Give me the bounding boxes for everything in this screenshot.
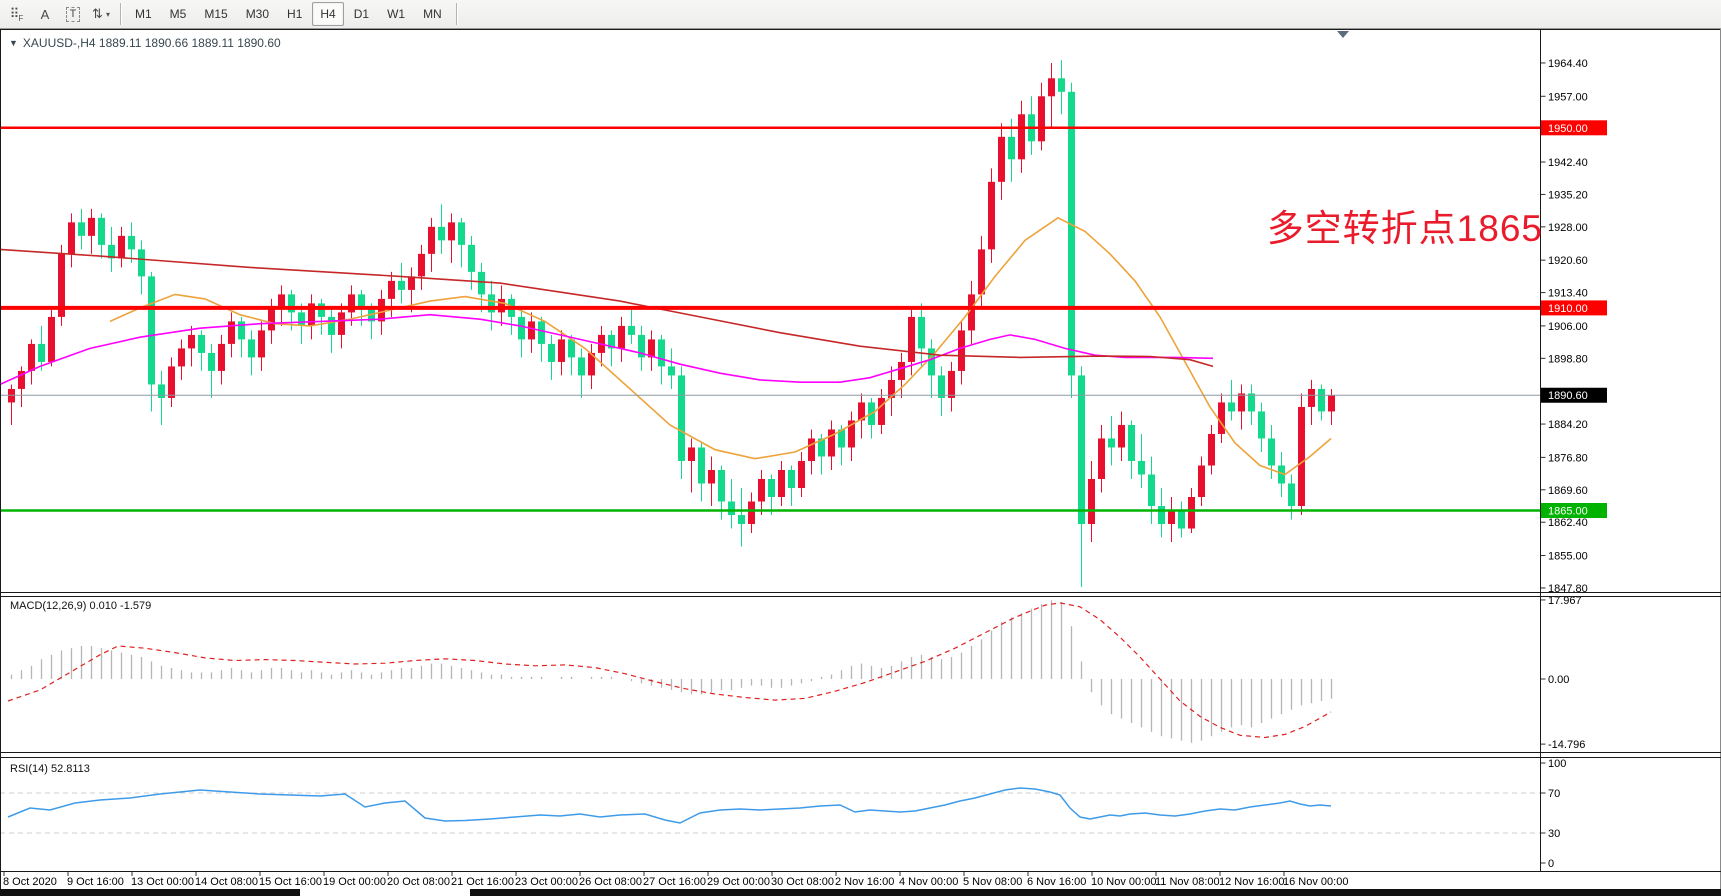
svg-text:1928.00: 1928.00 — [1548, 222, 1588, 234]
svg-text:6 Nov 16:00: 6 Nov 16:00 — [1027, 876, 1086, 888]
svg-text:30 Oct 08:00: 30 Oct 08:00 — [771, 876, 834, 888]
ma-mid-magenta — [0, 313, 1214, 386]
timeframe-button-h4[interactable]: H4 — [312, 2, 344, 26]
chart-text-annotation: 多空转折点1865 — [1266, 208, 1543, 249]
timeframe-button-m30[interactable]: M30 — [245, 7, 270, 21]
svg-text:19 Oct 00:00: 19 Oct 00:00 — [323, 876, 386, 888]
arrow-objects-icon[interactable]: ⇅ ▾ — [92, 6, 110, 21]
svg-text:12 Nov 16:00: 12 Nov 16:00 — [1219, 876, 1284, 888]
svg-text:1890.60: 1890.60 — [1548, 390, 1588, 402]
top-toolbar: ⠿ F A T ⇅ ▾ M1 M5 M15 M30 H1 H4 D1 W1 MN — [0, 0, 1721, 29]
svg-text:1920.60: 1920.60 — [1548, 255, 1588, 267]
chart-ohlc-header: ▼ XAUUSD-,H4 1889.11 1890.66 1889.11 1890… — [9, 36, 281, 50]
svg-text:9 Oct 16:00: 9 Oct 16:00 — [67, 876, 124, 888]
timeframe-button-mn[interactable]: MN — [423, 7, 442, 21]
toolbar-separator — [120, 3, 121, 25]
svg-text:8 Oct 2020: 8 Oct 2020 — [3, 876, 57, 888]
scroll-to-end-icon — [1337, 31, 1349, 38]
svg-text:1876.80: 1876.80 — [1548, 452, 1588, 464]
svg-text:1910.00: 1910.00 — [1548, 303, 1588, 315]
svg-text:4 Nov 00:00: 4 Nov 00:00 — [899, 876, 958, 888]
svg-text:1964.40: 1964.40 — [1548, 58, 1588, 70]
svg-text:1884.20: 1884.20 — [1548, 419, 1588, 431]
svg-text:1862.40: 1862.40 — [1548, 517, 1588, 529]
svg-text:1898.80: 1898.80 — [1548, 353, 1588, 365]
timeframe-button-m15[interactable]: M15 — [204, 7, 228, 21]
svg-text:21 Oct 16:00: 21 Oct 16:00 — [451, 876, 514, 888]
svg-text:14 Oct 08:00: 14 Oct 08:00 — [195, 876, 258, 888]
timeframe-button-d1[interactable]: D1 — [353, 7, 370, 21]
rsi-indicator-label: RSI(14) 52.8113 — [10, 763, 90, 775]
indicator-list-icon[interactable]: ⠿ F — [9, 6, 24, 23]
svg-text:1950.00: 1950.00 — [1548, 123, 1588, 135]
svg-text:1942.40: 1942.40 — [1548, 157, 1588, 169]
toolbar-separator — [455, 3, 457, 25]
timeframe-button-m5[interactable]: M5 — [169, 7, 187, 21]
svg-text:11 Nov 08:00: 11 Nov 08:00 — [1155, 876, 1220, 888]
svg-text:1906.00: 1906.00 — [1548, 321, 1588, 333]
svg-text:16 Nov 00:00: 16 Nov 00:00 — [1283, 876, 1348, 888]
macd-indicator-label: MACD(12,26,9) 0.010 -1.579 — [10, 600, 152, 612]
svg-text:1855.00: 1855.00 — [1548, 551, 1588, 563]
ma-fast-orange — [109, 216, 1332, 476]
svg-text:-14.796: -14.796 — [1548, 739, 1585, 751]
svg-text:100: 100 — [1548, 758, 1566, 770]
collapse-chart-icon[interactable]: ▼ — [9, 38, 18, 48]
svg-text:17.967: 17.967 — [1548, 595, 1582, 607]
svg-text:1913.40: 1913.40 — [1548, 288, 1588, 300]
svg-text:26 Oct 08:00: 26 Oct 08:00 — [579, 876, 642, 888]
timeframe-button-h1[interactable]: H1 — [287, 7, 303, 21]
macd-signal-line — [7, 602, 1332, 739]
svg-text:29 Oct 00:00: 29 Oct 00:00 — [707, 876, 770, 888]
timeframe-button-m1[interactable]: M1 — [135, 7, 152, 21]
svg-text:15 Oct 16:00: 15 Oct 16:00 — [259, 876, 322, 888]
svg-text:30: 30 — [1548, 828, 1560, 840]
svg-text:1847.80: 1847.80 — [1548, 583, 1588, 595]
svg-text:10 Nov 00:00: 10 Nov 00:00 — [1091, 876, 1156, 888]
ohlc-text: XAUUSD-,H4 1889.11 1890.66 1889.11 1890.… — [22, 36, 281, 50]
text-box-icon[interactable]: T — [60, 2, 86, 26]
svg-text:70: 70 — [1548, 788, 1560, 800]
svg-text:13 Oct 00:00: 13 Oct 00:00 — [131, 876, 194, 888]
rsi-line — [7, 787, 1332, 824]
text-label-icon[interactable]: A — [40, 6, 50, 22]
ma-slow-darkred — [0, 248, 1214, 368]
svg-text:20 Oct 08:00: 20 Oct 08:00 — [387, 876, 450, 888]
svg-text:5 Nov 08:00: 5 Nov 08:00 — [963, 876, 1022, 888]
svg-text:1935.20: 1935.20 — [1548, 189, 1588, 201]
timeframe-button-w1[interactable]: W1 — [387, 7, 406, 21]
svg-text:0.00: 0.00 — [1548, 674, 1569, 686]
svg-text:23 Oct 00:00: 23 Oct 00:00 — [515, 876, 578, 888]
svg-text:2 Nov 16:00: 2 Nov 16:00 — [835, 876, 894, 888]
svg-text:1865.00: 1865.00 — [1548, 506, 1588, 518]
svg-text:27 Oct 16:00: 27 Oct 16:00 — [643, 876, 706, 888]
svg-text:1957.00: 1957.00 — [1548, 91, 1588, 103]
svg-text:1869.60: 1869.60 — [1548, 485, 1588, 497]
svg-text:0: 0 — [1548, 858, 1554, 870]
